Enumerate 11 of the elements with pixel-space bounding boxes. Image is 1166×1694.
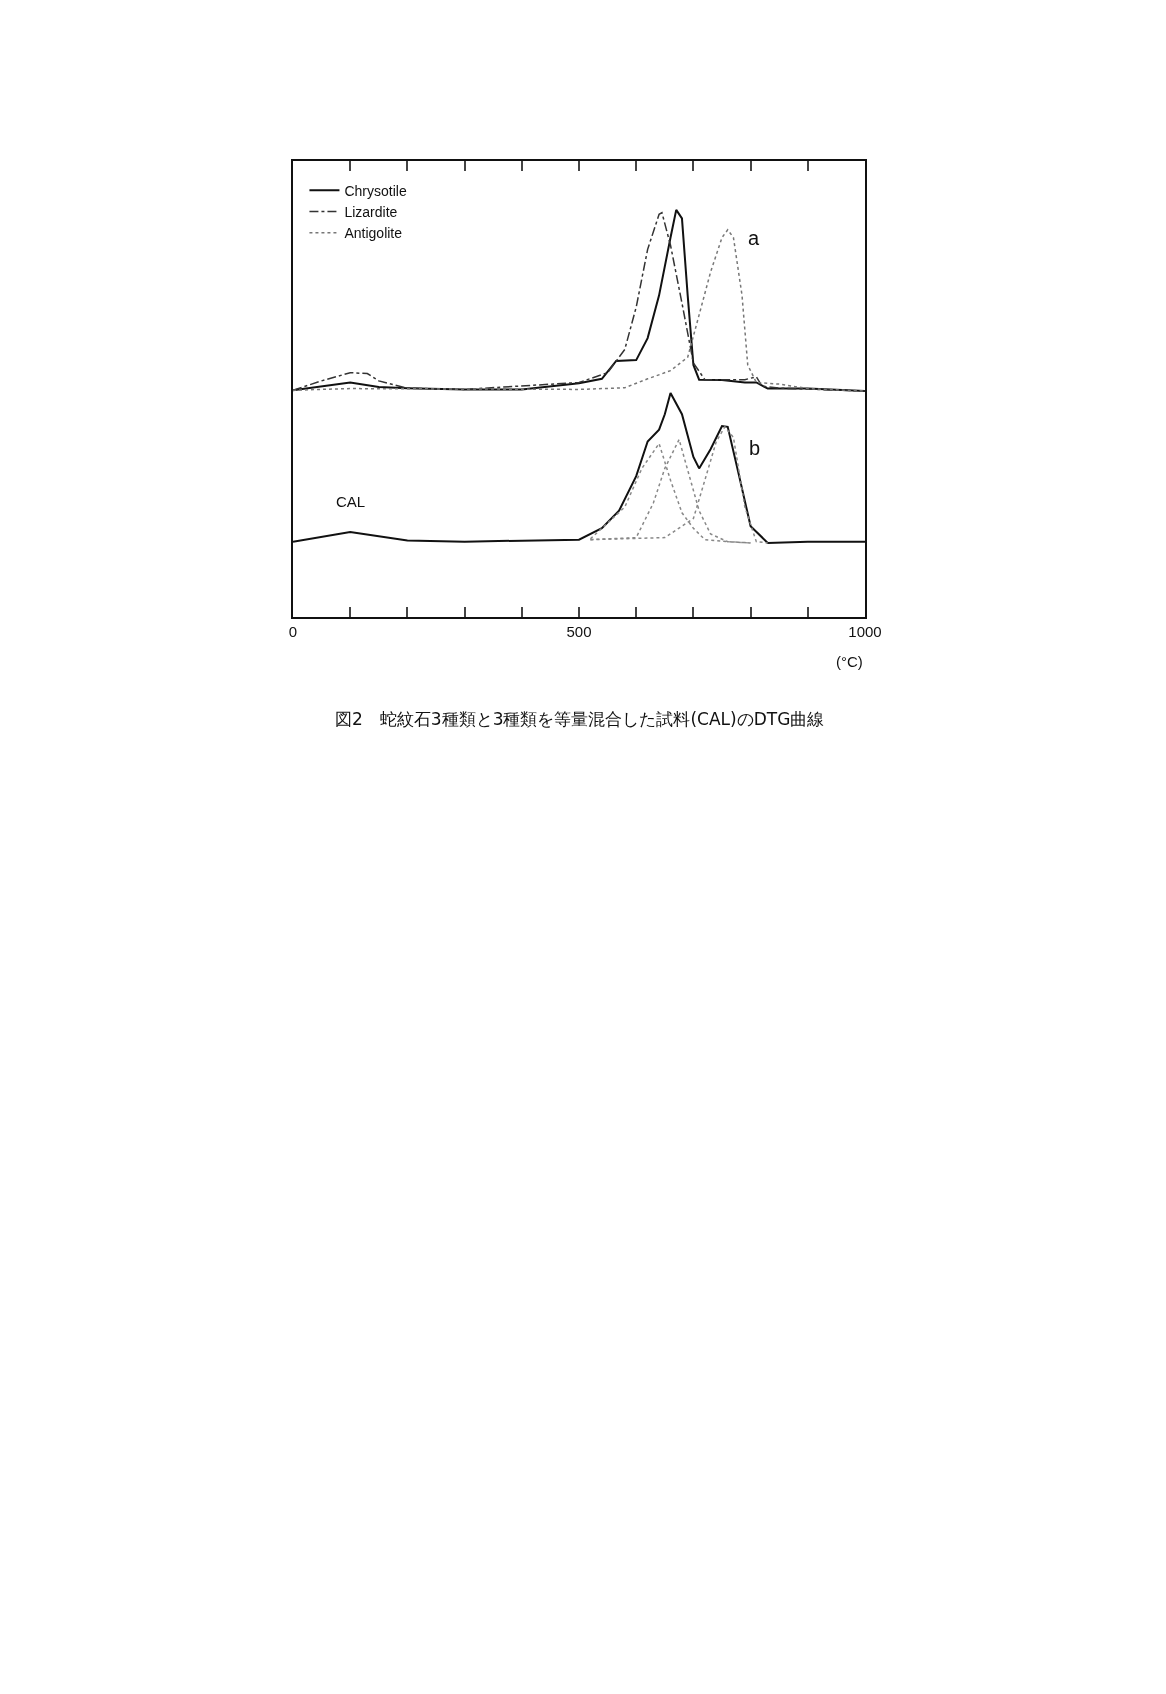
x-tick-label: 500 [566, 623, 592, 640]
legend-label: Chrysotile [344, 182, 407, 199]
x-tick-label: 0 [288, 623, 298, 640]
series-label: CAL [336, 493, 366, 510]
annotation: a [748, 227, 760, 249]
legend-label: Lizardite [344, 203, 398, 220]
x-axis-title: (°C) [836, 653, 863, 670]
legend-label: Antigolite [344, 225, 403, 242]
x-tick-label: 1000 [848, 623, 882, 640]
caption: 図2 蛇紋石3種類と3種類を等量混合した試料(CAL)のDTG曲線 [335, 709, 825, 729]
annotation: b [749, 437, 761, 459]
